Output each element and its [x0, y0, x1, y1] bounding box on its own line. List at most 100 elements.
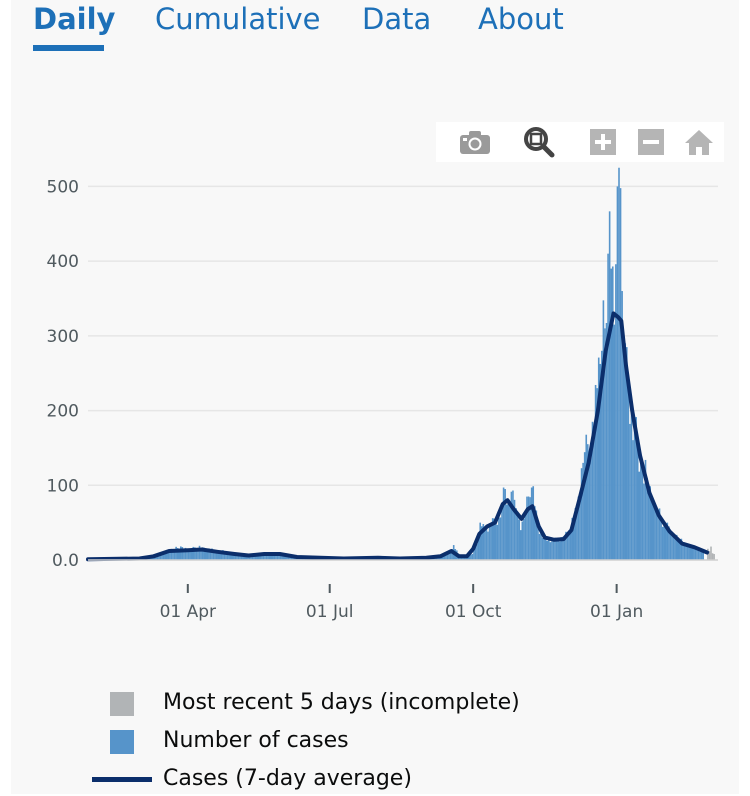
case-bar: [472, 554, 474, 560]
case-bar: [543, 538, 545, 560]
case-bar: [698, 550, 700, 560]
chart-legend: Most recent 5 days (incomplete) Number o…: [0, 680, 750, 794]
legend-label-incomplete: Most recent 5 days (incomplete): [163, 690, 520, 715]
incomplete-bar: [710, 547, 712, 560]
case-bar: [585, 435, 587, 560]
case-bar: [490, 524, 492, 560]
case-bar: [531, 488, 533, 560]
case-bar: [673, 536, 675, 560]
case-bar: [553, 541, 555, 560]
case-bar: [691, 548, 693, 560]
case-bar: [640, 454, 642, 560]
case-bar: [702, 553, 704, 560]
case-bar: [518, 520, 520, 560]
case-bar: [557, 541, 559, 560]
case-bar: [479, 523, 481, 560]
case-bar: [651, 496, 653, 560]
case-bar: [648, 490, 650, 560]
case-bar: [617, 186, 619, 560]
case-bar: [542, 538, 544, 560]
case-bar: [609, 211, 611, 560]
legend-swatch-average: [92, 777, 152, 782]
case-bar: [180, 546, 182, 560]
zoom-out-icon[interactable]: [634, 126, 668, 158]
case-bar: [570, 532, 572, 560]
case-bar: [665, 526, 667, 560]
case-bar: [628, 381, 630, 560]
case-bar: [532, 486, 534, 560]
camera-icon[interactable]: [458, 126, 492, 158]
case-bar: [620, 188, 622, 560]
case-bar: [631, 411, 633, 560]
case-bar: [671, 534, 673, 560]
case-bar: [500, 517, 502, 560]
tab-daily[interactable]: Daily: [33, 2, 115, 36]
case-bar: [522, 521, 524, 560]
home-icon[interactable]: [682, 126, 716, 158]
case-bar: [523, 519, 525, 560]
legend-item-average[interactable]: Cases (7-day average): [0, 762, 600, 796]
case-bar: [559, 542, 561, 560]
case-bar: [470, 555, 472, 560]
case-bar: [614, 325, 616, 560]
case-bar: [526, 497, 528, 560]
case-bar: [476, 544, 478, 560]
case-bar: [607, 254, 609, 560]
case-bar: [690, 547, 692, 560]
ytick-label-500: 500: [47, 177, 79, 197]
case-bar: [545, 538, 547, 560]
case-bar: [498, 518, 500, 560]
legend-item-cases[interactable]: Number of cases: [0, 724, 600, 758]
case-bar: [551, 541, 553, 560]
case-bar: [506, 505, 508, 560]
ytick-label-0: 0.0: [52, 551, 79, 571]
legend-swatch-incomplete: [110, 692, 134, 716]
case-bar: [615, 264, 617, 560]
case-bar: [632, 440, 634, 560]
case-bar: [662, 527, 664, 560]
case-bar: [612, 266, 614, 560]
case-bar: [696, 550, 698, 560]
case-bar: [540, 532, 542, 560]
incomplete-bar: [712, 553, 714, 560]
case-bar: [618, 168, 620, 560]
case-bar: [699, 552, 701, 560]
ytick-label-300: 300: [47, 327, 79, 347]
case-bar: [660, 519, 662, 560]
ytick-label-400: 400: [47, 252, 79, 272]
case-bar: [548, 540, 550, 560]
chart-toolbar: [436, 122, 724, 162]
case-bar: [589, 455, 591, 560]
case-bar: [610, 269, 612, 560]
case-bar: [642, 463, 644, 560]
zoom-in-icon[interactable]: [586, 126, 620, 158]
tab-about[interactable]: About: [478, 2, 564, 36]
zoom-icon[interactable]: [522, 126, 556, 158]
xtick-label: 01 Jul: [306, 602, 354, 622]
case-bar: [653, 504, 655, 560]
case-bar: [670, 532, 672, 560]
case-bar: [546, 541, 548, 560]
case-bar: [487, 532, 489, 560]
case-bar: [507, 500, 509, 560]
active-tab-indicator: [33, 45, 104, 51]
ytick-label-100: 100: [47, 476, 79, 496]
case-bar: [654, 507, 656, 560]
tab-data[interactable]: Data: [362, 2, 431, 36]
xtick-label: 01 Jan: [590, 602, 643, 622]
case-bar: [489, 525, 491, 560]
case-bar: [643, 484, 645, 560]
case-bar: [550, 542, 552, 560]
tab-cumulative[interactable]: Cumulative: [155, 2, 321, 36]
case-bar: [637, 448, 639, 560]
case-bar: [537, 528, 539, 560]
incomplete-bar: [713, 554, 715, 560]
case-bar: [512, 491, 514, 560]
legend-swatch-cases: [110, 730, 134, 754]
case-bar: [687, 546, 689, 560]
case-bar: [593, 437, 595, 560]
case-bar: [509, 505, 511, 560]
case-bar: [695, 549, 697, 560]
legend-item-incomplete[interactable]: Most recent 5 days (incomplete): [0, 686, 600, 720]
